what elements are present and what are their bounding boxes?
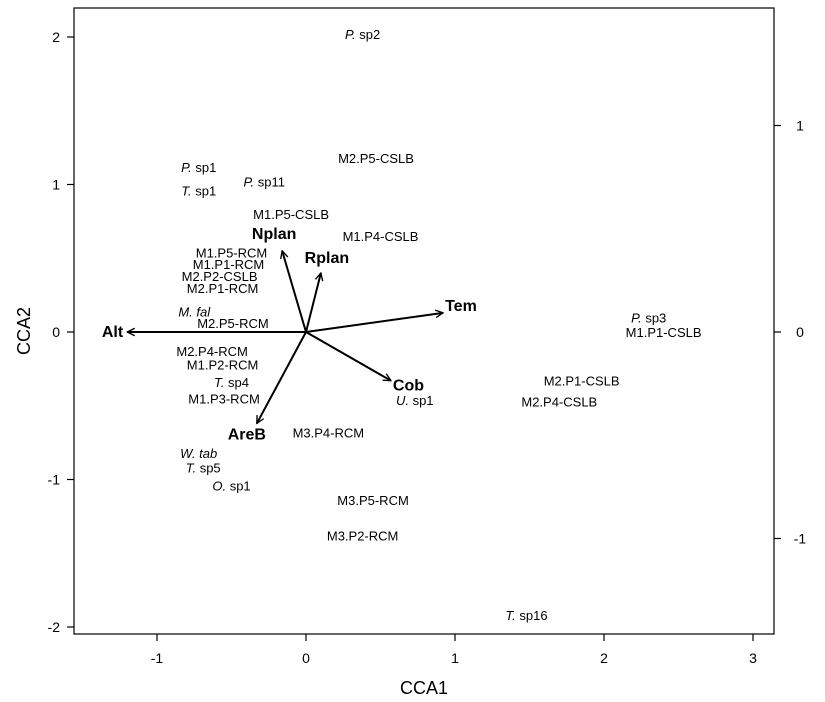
site-label: M1.P2-RCM bbox=[187, 357, 259, 372]
site-labels: M2.P5-CSLBM1.P5-CSLBM1.P4-CSLBM1.P5-RCMM… bbox=[176, 151, 701, 544]
x-axis: -1 0 1 2 3 bbox=[151, 634, 757, 666]
y-tick-label: 0 bbox=[52, 324, 60, 340]
arrow-tem bbox=[305, 313, 443, 333]
species-label: P. sp2 bbox=[345, 27, 380, 42]
site-label: M1.P4-CSLB bbox=[343, 229, 419, 244]
site-label: M1.P1-CSLB bbox=[626, 325, 702, 340]
arrow-nplan bbox=[282, 251, 307, 333]
environment-arrows: Alt Nplan Rplan Tem Cob AreB bbox=[102, 226, 477, 444]
y-axis: -2 -1 0 1 2 bbox=[48, 29, 74, 635]
site-label: M1.P3-RCM bbox=[188, 391, 260, 406]
species-label: M. fal bbox=[178, 304, 211, 319]
site-label: M3.P5-RCM bbox=[337, 493, 409, 508]
y-tick-label: 1 bbox=[52, 177, 60, 193]
x-tick-label: 1 bbox=[451, 650, 459, 666]
arrow-label-alt: Alt bbox=[102, 324, 124, 341]
arrow-label-nplan: Nplan bbox=[252, 226, 296, 243]
right-axis: -1 0 1 bbox=[774, 118, 806, 547]
species-label: W. tab bbox=[180, 446, 217, 461]
arrow-cob bbox=[305, 331, 391, 382]
arrow-rplan bbox=[305, 273, 321, 333]
right-tick-label: -1 bbox=[794, 531, 807, 547]
site-label: M2.P1-RCM bbox=[187, 281, 259, 296]
site-label: M1.P1-RCM bbox=[193, 257, 265, 272]
y-axis-title: CCA2 bbox=[14, 307, 34, 355]
x-tick-label: 0 bbox=[302, 650, 310, 666]
site-label: M1.P5-RCM bbox=[196, 245, 268, 260]
species-label: O. sp1 bbox=[212, 478, 250, 493]
arrow-label-cob: Cob bbox=[393, 378, 424, 395]
site-label: M1.P5-CSLB bbox=[253, 207, 329, 222]
species-label: T. sp16 bbox=[505, 608, 547, 623]
arrow-areb bbox=[255, 331, 307, 423]
species-label: U. sp1 bbox=[396, 393, 434, 408]
x-axis-title: CCA1 bbox=[400, 678, 448, 698]
x-tick-label: 3 bbox=[749, 650, 757, 666]
site-label: M3.P2-RCM bbox=[327, 529, 399, 544]
arrow-label-areb: AreB bbox=[228, 426, 266, 443]
site-label: M2.P5-CSLB bbox=[338, 151, 414, 166]
y-tick-label: -1 bbox=[48, 472, 61, 488]
site-label: M2.P1-CSLB bbox=[544, 374, 620, 389]
y-tick-label: -2 bbox=[48, 619, 61, 635]
species-label: P. sp11 bbox=[244, 175, 285, 190]
species-label: T. sp5 bbox=[186, 461, 221, 476]
right-tick-label: 1 bbox=[796, 118, 804, 134]
y-tick-label: 2 bbox=[52, 29, 60, 45]
species-label: T. sp4 bbox=[214, 375, 249, 390]
site-label: M2.P4-RCM bbox=[176, 344, 248, 359]
arrow-label-rplan: Rplan bbox=[305, 250, 349, 267]
x-tick-label: 2 bbox=[600, 650, 608, 666]
species-label: T. sp1 bbox=[181, 183, 216, 198]
site-label: M2.P5-RCM bbox=[197, 316, 269, 331]
arrow-label-tem: Tem bbox=[445, 298, 477, 315]
site-label: M2.P2-CSLB bbox=[182, 269, 258, 284]
species-labels: P. sp2 P. sp1 T. sp1 P. sp11 M. fal T. sp4 U. … bbox=[178, 27, 666, 623]
right-tick-label: 0 bbox=[796, 324, 804, 340]
species-label: P. sp3 bbox=[631, 310, 666, 325]
site-label: M3.P4-RCM bbox=[293, 425, 365, 440]
plot-frame bbox=[73, 7, 775, 635]
species-label: P. sp1 bbox=[181, 160, 216, 175]
site-label: M2.P4-CSLB bbox=[521, 394, 597, 409]
x-tick-label: -1 bbox=[151, 650, 164, 666]
